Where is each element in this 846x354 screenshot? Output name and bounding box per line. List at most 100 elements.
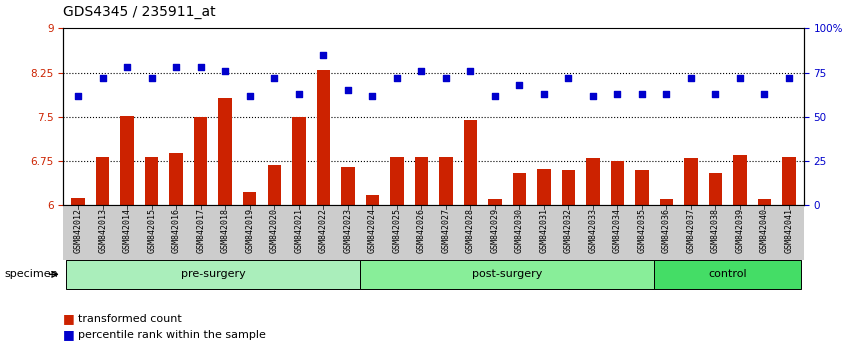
Text: GSM842040: GSM842040 [760,208,769,253]
Bar [660,199,673,205]
Text: pre-surgery: pre-surgery [180,269,245,279]
Text: GSM842033: GSM842033 [589,208,597,253]
Text: GSM842038: GSM842038 [711,208,720,253]
Text: specimen: specimen [4,269,58,279]
Bar [733,155,747,205]
Bar [120,116,134,205]
Point [783,75,796,81]
Text: GSM842027: GSM842027 [442,208,450,253]
Text: control: control [708,269,747,279]
Bar [464,120,477,205]
Bar [316,70,330,205]
Text: GSM842029: GSM842029 [491,208,499,253]
Text: GSM842039: GSM842039 [735,208,744,253]
Text: GSM842013: GSM842013 [98,208,107,253]
Bar [513,173,526,205]
Bar [218,98,232,205]
Text: GSM842032: GSM842032 [564,208,573,253]
Text: GSM842022: GSM842022 [319,208,327,253]
Point [71,93,85,98]
Point [194,64,207,70]
Bar [194,117,207,205]
Bar [169,153,183,205]
Text: GSM842020: GSM842020 [270,208,278,253]
Point [439,75,453,81]
Text: ■: ■ [63,328,80,341]
Text: GSM842025: GSM842025 [393,208,401,253]
Text: percentile rank within the sample: percentile rank within the sample [78,330,266,339]
Text: GSM842016: GSM842016 [172,208,181,253]
Text: GSM842015: GSM842015 [147,208,157,253]
Bar [537,169,551,205]
Bar [96,157,109,205]
Point [96,75,109,81]
Bar [341,167,354,205]
Bar [611,161,624,205]
Point [218,68,232,74]
Point [316,52,330,58]
Text: GSM842037: GSM842037 [686,208,695,253]
Bar [439,157,453,205]
Bar [365,195,379,205]
Text: post-surgery: post-surgery [472,269,542,279]
Bar [66,260,360,289]
Point [733,75,747,81]
Bar [635,170,649,205]
Text: GSM842019: GSM842019 [245,208,255,253]
Point [635,91,649,97]
Point [145,75,158,81]
Point [660,91,673,97]
Point [513,82,526,88]
Bar [71,198,85,205]
Text: GSM842031: GSM842031 [540,208,548,253]
Text: GSM842012: GSM842012 [74,208,83,253]
Point [365,93,379,98]
Point [415,68,428,74]
Bar [709,173,722,205]
Text: GSM842030: GSM842030 [515,208,524,253]
Text: GSM842024: GSM842024 [368,208,376,253]
Bar [292,117,305,205]
Text: GSM842026: GSM842026 [417,208,426,253]
Text: GSM842014: GSM842014 [123,208,132,253]
Text: GSM842023: GSM842023 [343,208,352,253]
Point [120,64,134,70]
Bar [267,165,281,205]
Text: GSM842018: GSM842018 [221,208,230,253]
Point [488,93,502,98]
Point [292,91,305,97]
Point [243,93,256,98]
Point [267,75,281,81]
Bar [243,192,256,205]
Text: GDS4345 / 235911_at: GDS4345 / 235911_at [63,5,216,19]
Point [611,91,624,97]
Bar [758,199,772,205]
Point [586,93,600,98]
Text: GSM842028: GSM842028 [466,208,475,253]
Point [169,64,183,70]
Text: GSM842034: GSM842034 [613,208,622,253]
Bar [562,170,575,205]
Text: GSM842036: GSM842036 [662,208,671,253]
Point [537,91,551,97]
Text: GSM842017: GSM842017 [196,208,206,253]
Text: GSM842041: GSM842041 [784,208,794,253]
Bar [488,199,502,205]
Point [390,75,404,81]
Bar [684,158,698,205]
Point [758,91,772,97]
Bar [360,260,654,289]
Bar [783,157,796,205]
Bar [586,158,600,205]
Text: GSM842021: GSM842021 [294,208,303,253]
Bar [145,157,158,205]
Bar [390,157,404,205]
Bar [415,157,428,205]
Point [709,91,722,97]
Text: ■: ■ [63,312,80,325]
Point [562,75,575,81]
Text: transformed count: transformed count [78,314,182,324]
Point [341,87,354,93]
Point [684,75,698,81]
Text: GSM842035: GSM842035 [637,208,646,253]
